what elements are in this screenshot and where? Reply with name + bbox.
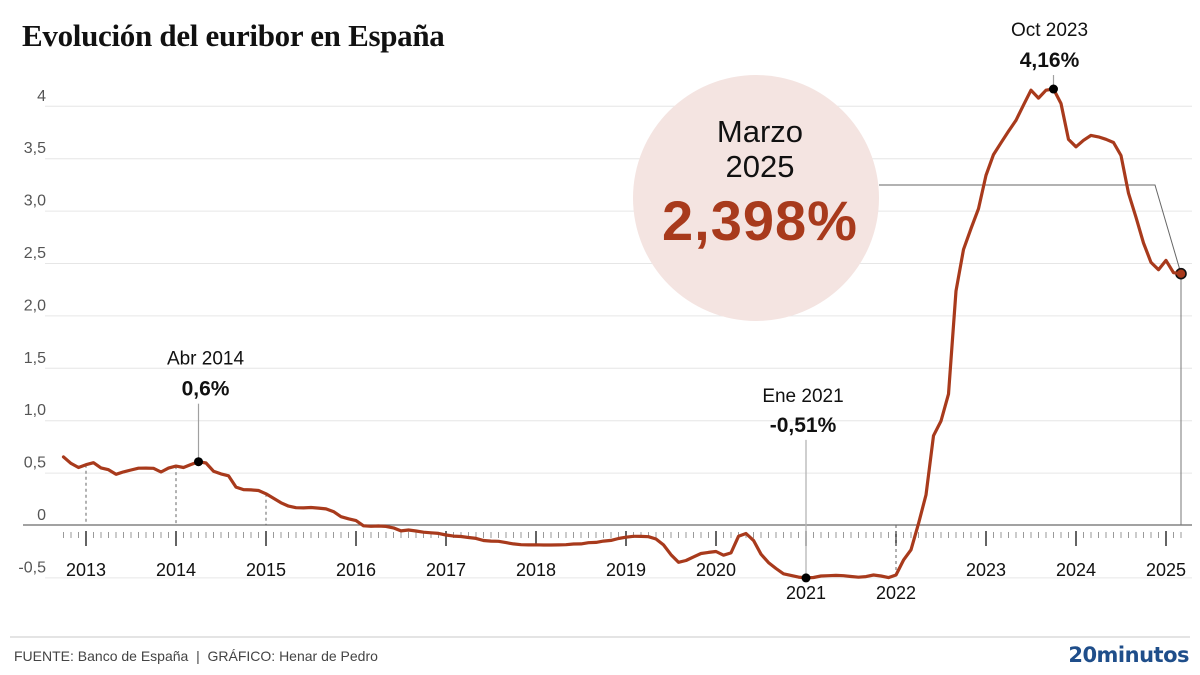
y-tick-label: 1,5 — [24, 350, 46, 367]
x-tick-label: 2015 — [246, 560, 286, 580]
annotation-point — [801, 573, 811, 583]
highlight-year: 2025 — [726, 149, 795, 184]
highlight-month: Marzo — [717, 114, 803, 149]
annotation-value: -0,51% — [770, 414, 837, 437]
annotation-value: 0,6% — [182, 378, 230, 401]
series-line-euribor — [61, 87, 1183, 580]
y-tick-label: 2,0 — [24, 297, 46, 314]
x-tick-label: 2018 — [516, 560, 556, 580]
chart-title: Evolución del euribor en España — [22, 18, 445, 53]
y-tick-label: 0 — [37, 507, 46, 524]
x-tick-label: 2024 — [1056, 560, 1096, 580]
x-tick-label: 2022 — [876, 583, 916, 603]
y-tick-label: 2,5 — [24, 245, 46, 262]
y-tick-label: -0,5 — [18, 559, 46, 576]
y-axis-labels: 4 3,5 3,0 2,5 2,0 1,5 1,0 0,5 0 -0,5 — [18, 88, 46, 577]
x-tick-label: 2023 — [966, 560, 1006, 580]
x-tick-label: 2016 — [336, 560, 376, 580]
annotation-value: 4,16% — [1020, 49, 1080, 72]
brand-logo: 20minutos — [1068, 643, 1189, 667]
annotation-ene-2021: Ene 2021 -0,51% — [762, 386, 843, 437]
y-tick-label: 0,5 — [24, 455, 46, 472]
x-tick-label: 2019 — [606, 560, 646, 580]
annotation-date: Oct 2023 — [1011, 20, 1088, 41]
highlight-leader-line — [879, 184, 1182, 274]
x-tick-label: 2021 — [786, 583, 826, 603]
y-tick-label: 1,0 — [24, 402, 46, 419]
highlight-value: 2,398% — [662, 189, 858, 252]
x-axis: 2013 2014 2015 2016 2017 2018 2019 2020 2021 2022… — [63, 531, 1186, 603]
annotation-date: Ene 2021 — [762, 386, 843, 407]
y-tick-label: 4 — [37, 88, 46, 105]
annotation-points — [194, 75, 1058, 583]
x-tick-label: 2014 — [156, 560, 196, 580]
x-tick-label: 2020 — [696, 560, 736, 580]
x-tick-label: 2017 — [426, 560, 466, 580]
y-tick-label: 3,0 — [24, 193, 46, 210]
highlight-bubble: Marzo 2025 2,398% — [633, 75, 879, 321]
annotation-point — [1049, 84, 1058, 94]
highlight-bubble-circle — [633, 75, 879, 321]
gridlines — [23, 105, 1192, 579]
annotation-abr-2014: Abr 2014 0,6% — [167, 349, 245, 401]
annotation-point — [194, 457, 203, 467]
guide-lines — [85, 464, 897, 575]
x-tick-label: 2013 — [66, 560, 106, 580]
y-tick-label: 3,5 — [24, 140, 46, 157]
source-credit: FUENTE: Banco de España | GRÁFICO: Henar… — [14, 648, 378, 664]
annotation-date: Abr 2014 — [167, 349, 245, 370]
annotation-oct-2023: Oct 2023 4,16% — [1011, 20, 1088, 72]
x-tick-label: 2025 — [1146, 560, 1186, 580]
